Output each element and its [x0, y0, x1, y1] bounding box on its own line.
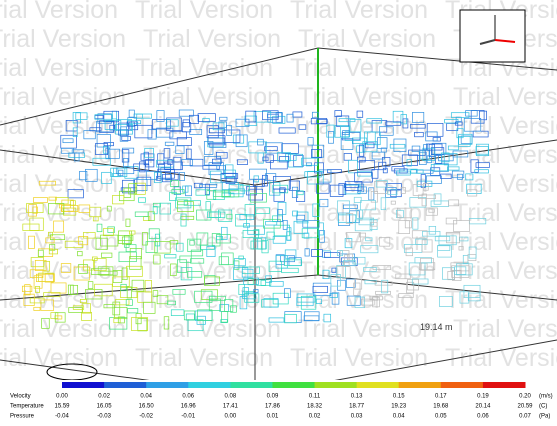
legend-value: 0.02 [98, 394, 110, 400]
legend-value: 16.96 [181, 404, 197, 410]
watermark: Trial Version [135, 344, 273, 372]
watermark: Trial Version [445, 344, 557, 372]
color-swatch [230, 382, 273, 388]
legend-value: 20.59 [517, 404, 533, 410]
mesh-cell [285, 314, 297, 322]
watermark: Trial Version [453, 315, 557, 343]
watermark: Trial Version [135, 54, 273, 82]
watermark: Trial Version [0, 112, 118, 140]
mesh-cell [119, 170, 123, 176]
row-label: Pressure [10, 414, 35, 420]
legend-value: 16.50 [139, 404, 155, 410]
unit: (m/s) [539, 394, 553, 400]
mesh-cell [126, 219, 130, 226]
legend-value: 0.11 [309, 394, 321, 400]
unit: (Pa) [539, 414, 550, 420]
watermark: Trial Version [0, 83, 126, 111]
watermark: Trial Version [0, 286, 118, 314]
legend-value: 0.13 [351, 394, 363, 400]
legend-value: -0.02 [139, 414, 153, 420]
color-swatch [146, 382, 189, 388]
watermark: Trial Version [0, 170, 118, 198]
mesh-cell [429, 226, 436, 234]
legend-value: 18.77 [349, 404, 365, 410]
legend-value: 0.06 [182, 394, 194, 400]
row-label: Temperature [10, 404, 44, 410]
mesh-cell [426, 176, 441, 184]
legend-value: 17.86 [265, 404, 281, 410]
legend-value: 20.14 [475, 404, 491, 410]
legend-value: 0.04 [140, 394, 152, 400]
color-swatch [399, 382, 442, 388]
legend-value: -0.04 [55, 414, 69, 420]
legend-value: 0.08 [225, 394, 237, 400]
mesh-cell [122, 136, 131, 140]
mesh-cell [273, 237, 286, 244]
mesh-cell [282, 268, 299, 272]
legend-value: 0.00 [225, 414, 237, 420]
legend-value: 0.15 [393, 394, 405, 400]
scene: Trial VersionTrial VersionTrial VersionT… [0, 0, 557, 426]
legend-value: 15.59 [54, 404, 70, 410]
legend-value: 0.03 [351, 414, 363, 420]
color-swatch [188, 382, 231, 388]
watermark: Trial Version [453, 141, 557, 169]
legend-value: 0.20 [519, 394, 531, 400]
color-swatch [104, 382, 147, 388]
watermark: Trial Version [0, 54, 118, 82]
color-swatch [357, 382, 400, 388]
legend-value: 19.68 [433, 404, 449, 410]
legend-value: 0.02 [309, 414, 321, 420]
axis-triad [460, 10, 525, 62]
watermark: Trial Version [0, 25, 126, 53]
watermark: Trial Version [135, 170, 273, 198]
legend-value: 17.41 [223, 404, 239, 410]
mesh-cell [129, 110, 134, 117]
watermark: Trial Version [453, 83, 557, 111]
legend-value: 0.04 [393, 414, 405, 420]
color-swatch [272, 382, 315, 388]
watermark: Trial Version [143, 25, 281, 53]
watermark: Trial Version [290, 0, 428, 24]
legend-value: 0.05 [435, 414, 447, 420]
watermark: Trial Version [290, 54, 428, 82]
legend-value: 16.05 [97, 404, 113, 410]
legend-value: 0.01 [267, 414, 279, 420]
color-swatch [441, 382, 484, 388]
color-swatch [62, 382, 105, 388]
scale-label: 19.14 m [420, 322, 453, 332]
legend-value: 0.00 [56, 394, 68, 400]
color-bar [62, 382, 526, 388]
color-swatch [483, 382, 526, 388]
viewport: Trial VersionTrial VersionTrial VersionT… [0, 0, 557, 426]
watermark: Trial Version [0, 0, 118, 24]
unit: (C) [539, 404, 547, 410]
legend-value: -0.03 [97, 414, 111, 420]
mesh-cell [127, 287, 131, 298]
watermark: Trial Version [143, 257, 281, 285]
mesh-cell [427, 123, 443, 136]
row-label: Velocity [10, 394, 31, 400]
mesh-cell [127, 266, 143, 276]
watermark: Trial Version [290, 344, 428, 372]
color-swatch [315, 382, 358, 388]
legend-value: -0.01 [181, 414, 195, 420]
watermark: Trial Version [135, 0, 273, 24]
legend-value: 0.19 [477, 394, 489, 400]
legend-value: 0.07 [519, 414, 531, 420]
watermark: Trial Version [290, 112, 428, 140]
legend-value: 0.09 [267, 394, 279, 400]
watermark: Trial Version [143, 83, 281, 111]
watermark: Trial Version [0, 315, 126, 343]
legend-value: 18.32 [307, 404, 323, 410]
watermark: Trial Version [453, 199, 557, 227]
legend-value: 19.23 [391, 404, 407, 410]
watermark: Trial Version [445, 228, 557, 256]
legend-value: 0.17 [435, 394, 447, 400]
legend-value: 0.06 [477, 414, 489, 420]
mesh-cell [282, 144, 299, 154]
